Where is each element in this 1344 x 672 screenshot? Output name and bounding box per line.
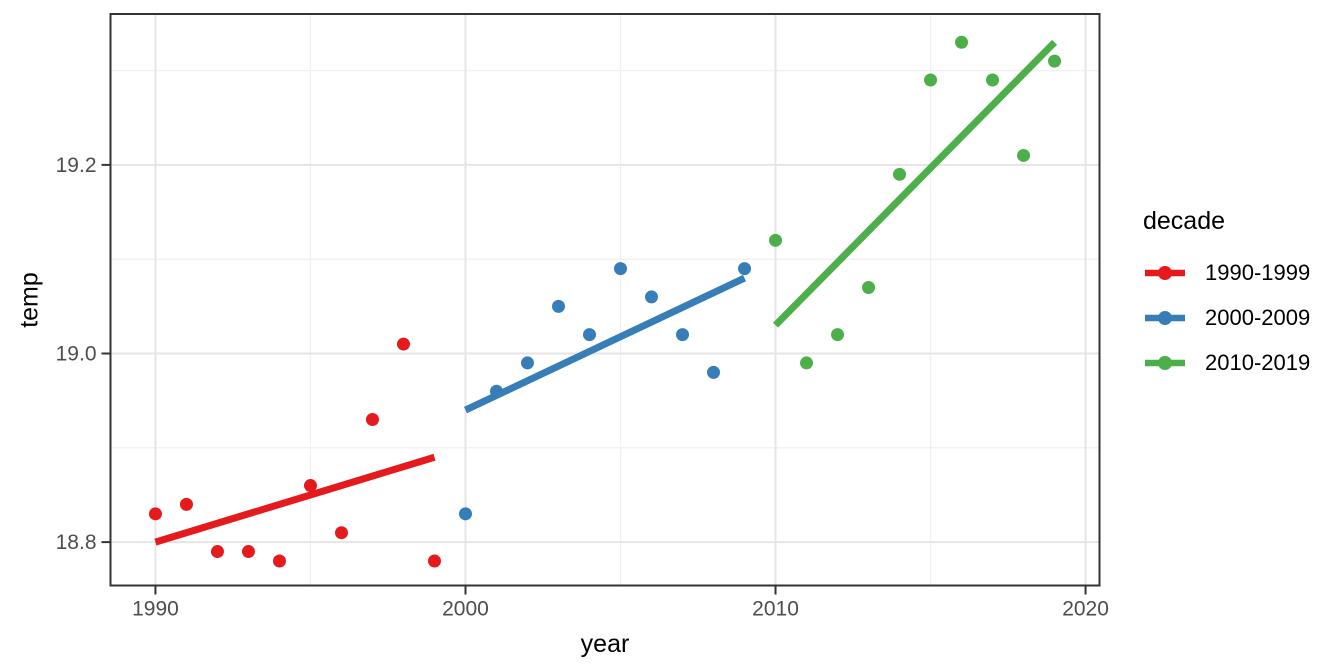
- y-tick-label: 18.8: [56, 531, 97, 554]
- legend-key-point: [1158, 311, 1172, 325]
- legend-item-label: 2000-2009: [1205, 305, 1311, 330]
- data-point-1990-1999: [303, 479, 317, 493]
- legend-key-point: [1158, 266, 1172, 280]
- x-tick-label: 1990: [132, 598, 179, 621]
- data-point-2010-2019: [893, 167, 907, 181]
- data-point-2010-2019: [862, 280, 876, 294]
- panel-border: [109, 13, 1101, 587]
- data-point-2010-2019: [831, 328, 845, 342]
- data-point-1990-1999: [272, 554, 286, 568]
- legend-item-1990-1999: 1990-1999: [1143, 260, 1311, 285]
- legend-item-2000-2009: 2000-2009: [1143, 305, 1311, 330]
- trend-line-2000-2009: [463, 274, 747, 414]
- legend-key-icon: [1145, 266, 1185, 280]
- y-tick-label: 19.2: [56, 154, 97, 177]
- y-axis-title: temp: [15, 272, 44, 328]
- legend-item-label: 2010-2019: [1205, 350, 1311, 375]
- x-axis-title: year: [580, 630, 630, 658]
- data-point-2000-2009: [582, 328, 596, 342]
- data-point-2000-2009: [738, 262, 752, 276]
- data-point-2000-2009: [458, 507, 472, 521]
- plot-panel: [110, 14, 1100, 586]
- data-point-2010-2019: [986, 73, 1000, 87]
- trend-line-2010-2019: [773, 39, 1058, 328]
- legend-item-2010-2019: 2010-2019: [1143, 350, 1311, 375]
- legend-key-icon: [1145, 356, 1185, 370]
- legend: decade 1990-1999 2000-2009 2010-2019: [1143, 206, 1310, 397]
- data-point-2000-2009: [614, 262, 628, 276]
- data-point-2010-2019: [955, 35, 969, 49]
- data-point-2000-2009: [676, 328, 690, 342]
- data-point-2010-2019: [769, 233, 783, 247]
- data-point-1990-1999: [148, 507, 162, 521]
- data-point-2000-2009: [520, 356, 534, 370]
- legend-item-label: 1990-1999: [1205, 260, 1311, 285]
- data-point-2000-2009: [707, 365, 721, 379]
- data-point-2010-2019: [800, 356, 814, 370]
- legend-items: 1990-1999 2000-2009 2010-2019: [1143, 260, 1311, 375]
- y-tick-label: 19.0: [56, 343, 97, 366]
- data-point-1990-1999: [365, 413, 379, 427]
- data-point-2010-2019: [1017, 148, 1031, 162]
- x-tick-label: 2000: [442, 598, 489, 621]
- legend-key-point: [1158, 356, 1172, 370]
- data-point-2000-2009: [551, 299, 565, 313]
- x-tick-label: 2020: [1062, 598, 1109, 621]
- data-point-1990-1999: [210, 545, 224, 559]
- data-point-1990-1999: [334, 526, 348, 540]
- data-point-1990-1999: [427, 554, 441, 568]
- data-point-2000-2009: [645, 290, 659, 304]
- legend-title: decade: [1143, 207, 1226, 235]
- data-point-2010-2019: [924, 73, 938, 87]
- data-point-2010-2019: [1048, 54, 1062, 68]
- trend-line-1990-1999: [154, 453, 436, 546]
- data-point-1990-1999: [396, 337, 410, 351]
- data-point-1990-1999: [179, 497, 193, 511]
- data-point-1990-1999: [241, 545, 255, 559]
- legend-key-icon: [1145, 311, 1185, 325]
- x-tick-label: 2010: [752, 598, 799, 621]
